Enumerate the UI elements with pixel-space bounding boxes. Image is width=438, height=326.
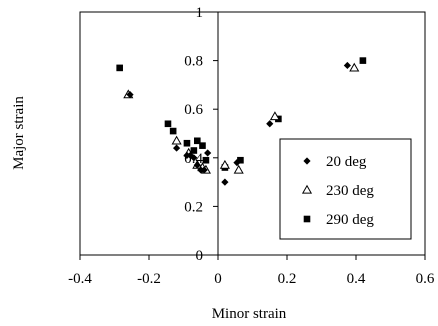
x-tick-label: 0.4 [347,271,366,287]
data-point-square [183,139,191,147]
data-point-triangle-open [349,62,360,72]
data-point-square [359,57,367,64]
legend-marker-diamond [303,157,311,165]
x-axis-label: Minor strain [212,306,287,322]
data-point-square [237,156,244,164]
data-point-diamond [200,166,208,174]
data-point-triangle-open [233,164,244,174]
data-point-square [199,142,206,149]
data-point-diamond [221,178,229,186]
x-tick-label: 0.6 [416,271,435,287]
data-point-triangle-open [269,111,280,121]
x-tick-label: -0.2 [137,271,161,287]
legend-label: 290 deg [326,212,374,228]
data-point-square [116,64,123,72]
data-point-diamond [266,120,274,128]
data-point-diamond [193,161,201,169]
data-point-square [202,156,210,164]
data-point-triangle-open [171,135,182,145]
x-tick-label: 0.2 [278,271,297,287]
data-point-diamond [343,61,351,70]
data-point-diamond [233,159,241,167]
y-tick-label: 1 [196,5,204,21]
data-point-diamond [126,91,134,99]
legend-marker-triangle-open [301,184,313,194]
y-axis-label: Major strain [11,96,27,170]
y-tick-label: 0.2 [184,199,203,215]
data-point-square [169,127,177,135]
data-point-square [190,147,198,154]
legend-box [279,138,412,240]
data-point-triangle-open [219,159,230,169]
legend-marker-square [303,215,311,223]
data-point-diamond [204,149,212,157]
data-point-square [194,137,201,145]
y-tick-label: 0 [196,248,204,264]
x-tick-label: 0 [214,271,222,287]
legend-label: 230 deg [326,183,374,199]
data-point-diamond [173,144,181,152]
legend-label: 20 deg [326,154,367,170]
data-point-square [164,120,172,128]
data-point-diamond [190,154,198,162]
y-tick-label: 0.8 [184,54,203,70]
x-tick-label: -0.4 [68,271,92,287]
y-tick-label: 0.6 [184,102,203,118]
